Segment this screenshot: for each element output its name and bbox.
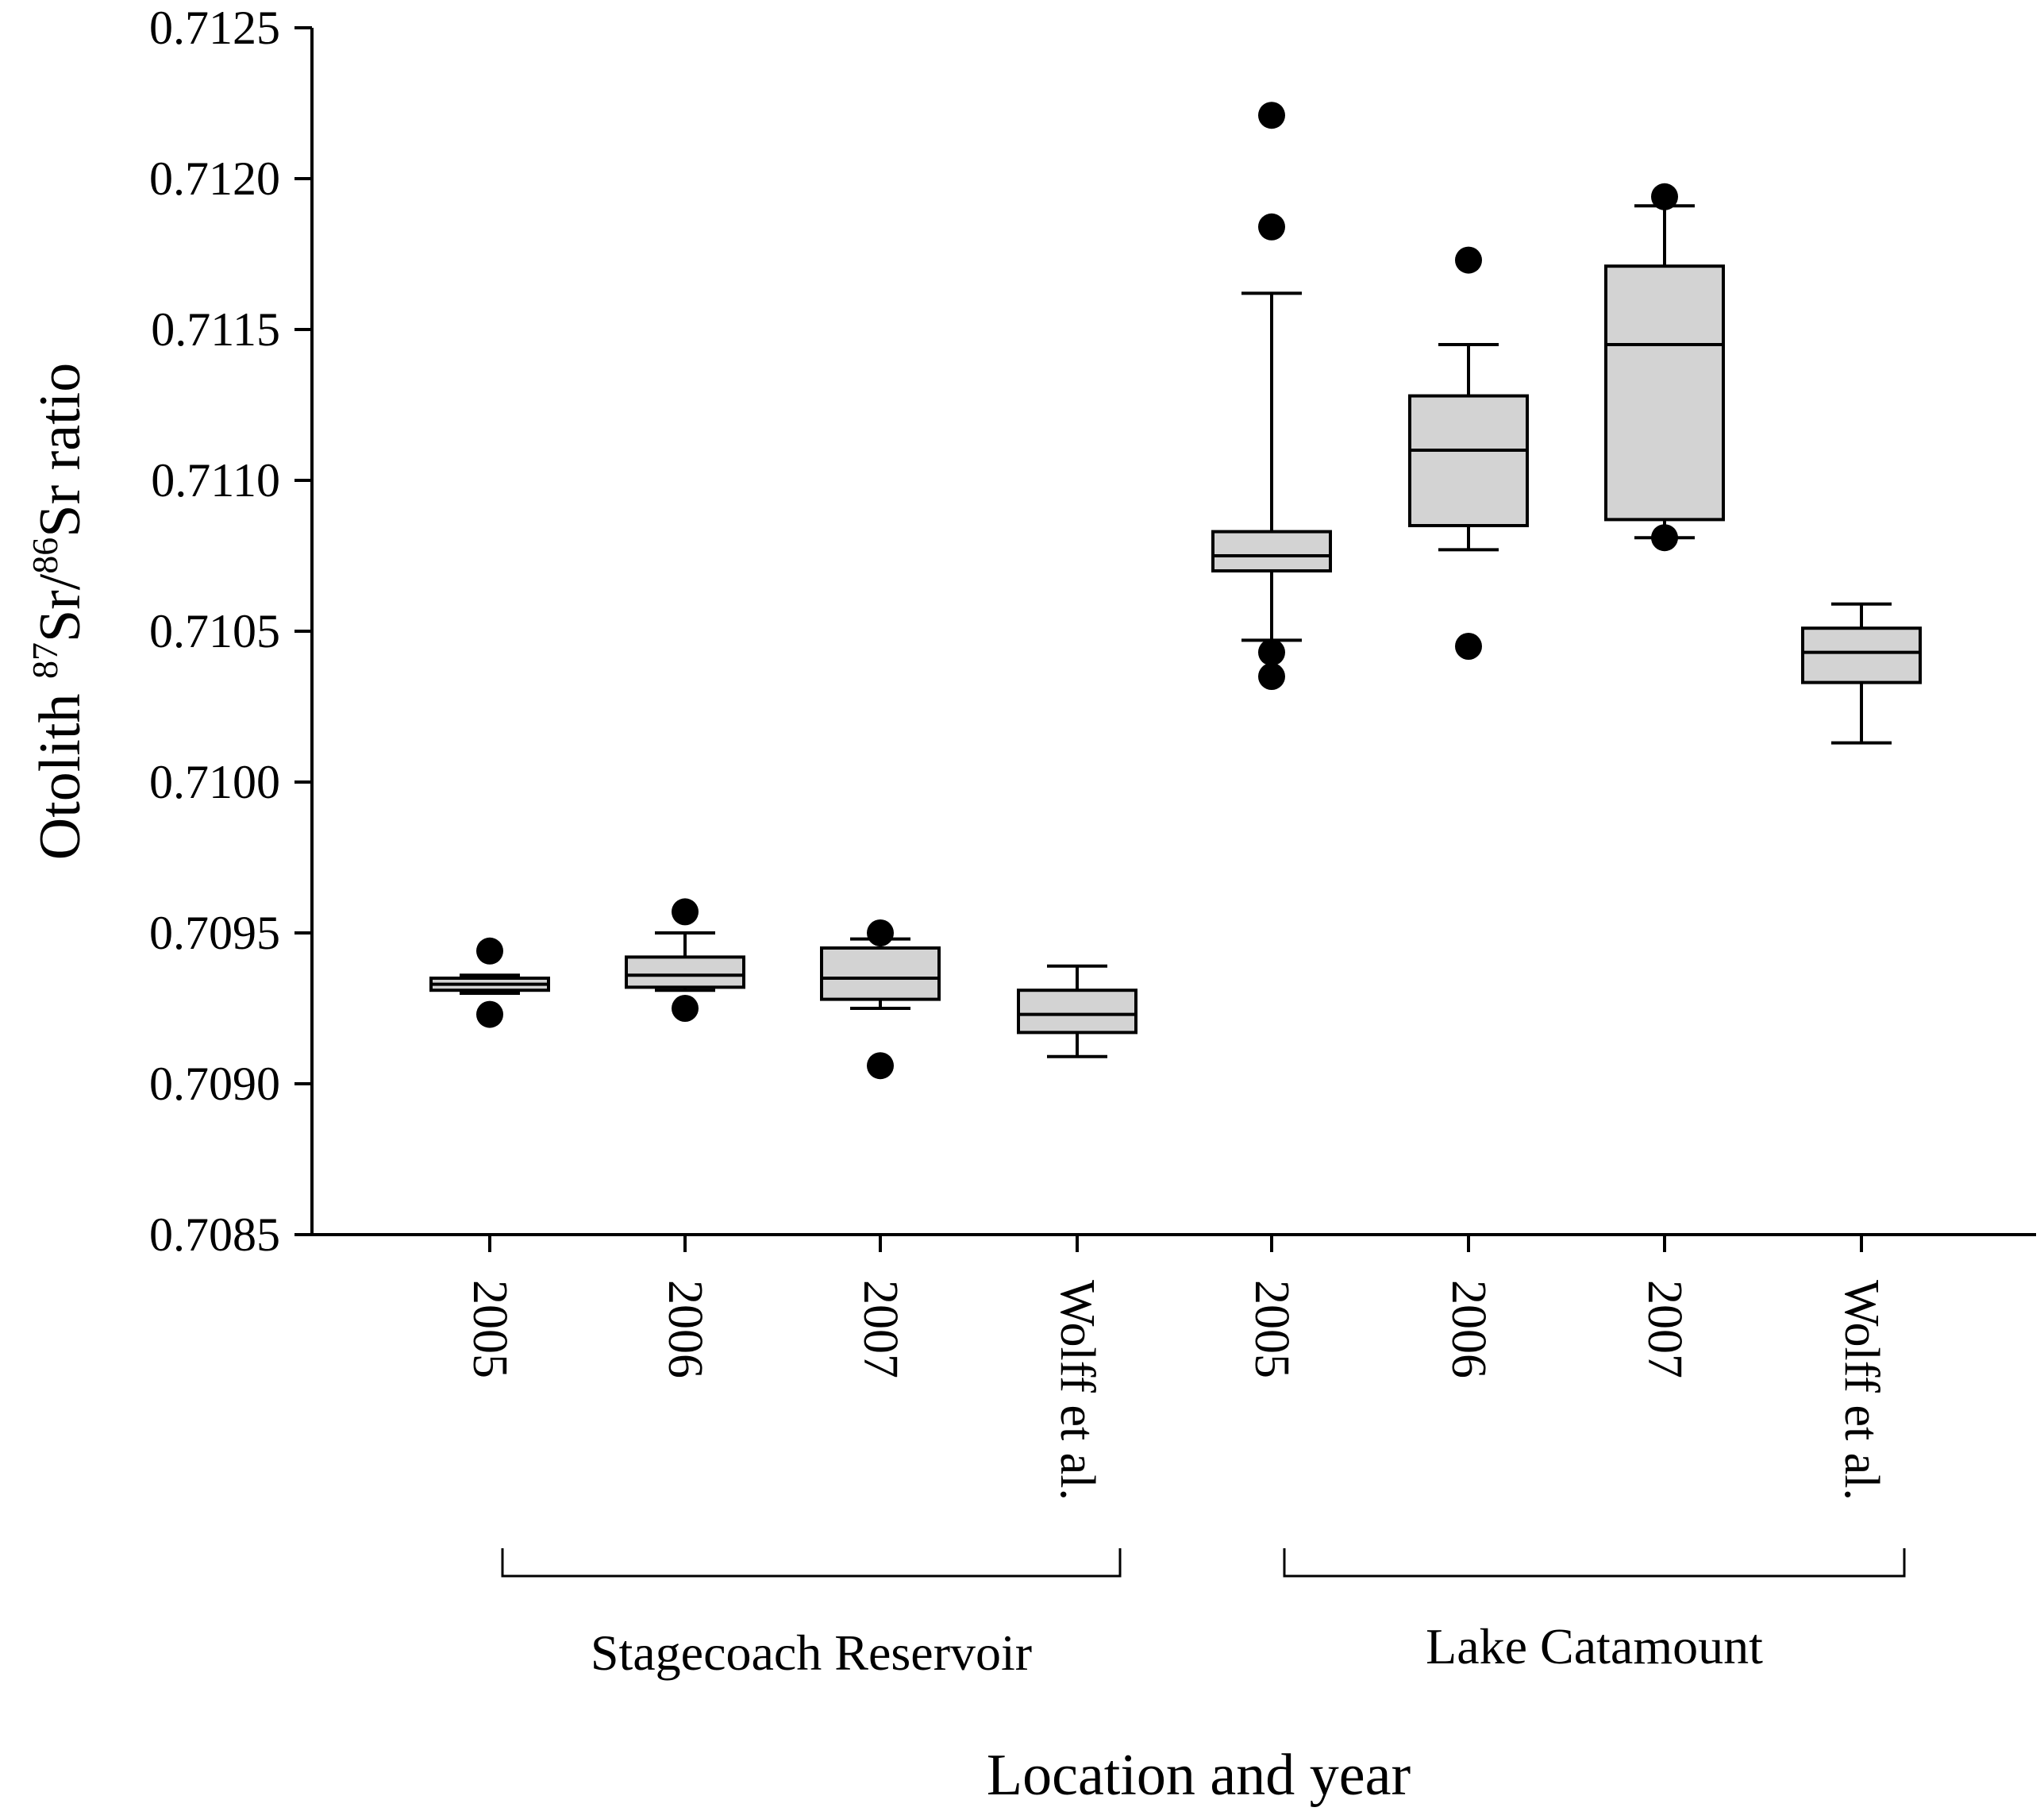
outlier-point — [867, 919, 894, 946]
y-tick-label: 0.7105 — [149, 605, 280, 657]
box-plot — [1408, 246, 1529, 660]
outlier-point — [1258, 663, 1285, 690]
outlier-point — [1258, 213, 1285, 241]
outlier-point — [867, 1052, 894, 1080]
category-label: Wolff et al. — [1050, 1280, 1104, 1501]
iqr-box — [1604, 264, 1725, 522]
y-tick-label: 0.7085 — [149, 1208, 280, 1261]
y-title-prefix: Otolith — [28, 679, 93, 860]
y-axis-title: Otolith 87Sr/86Sr ratio — [25, 363, 93, 860]
outlier-point — [1651, 524, 1678, 552]
x-axis-ticks — [488, 1235, 1863, 1252]
group-brackets: Stagecoach Reservoir Lake Catamount — [501, 1548, 1906, 1681]
y-tick-label: 0.7100 — [149, 756, 280, 808]
iqr-box — [625, 955, 745, 989]
outlier-point — [672, 898, 699, 926]
box-plot — [1604, 183, 1725, 552]
outlier-point — [672, 995, 699, 1022]
box-plot — [429, 937, 550, 1028]
category-label: 2007 — [853, 1280, 907, 1378]
iqr-box — [1408, 394, 1529, 527]
outlier-point — [1455, 246, 1482, 274]
outlier-point — [1651, 183, 1678, 210]
box-plot — [1801, 602, 1922, 745]
box-plot — [1017, 964, 1137, 1058]
category-label: 2007 — [1638, 1280, 1692, 1378]
group-bracket: Lake Catamount — [1283, 1548, 1906, 1674]
box-series — [429, 102, 1922, 1080]
iqr-box — [1211, 530, 1332, 572]
y-tick-label: 0.7110 — [151, 454, 280, 507]
bracket-line — [1283, 1548, 1906, 1578]
box-plot — [1211, 102, 1332, 690]
outlier-point — [476, 1000, 503, 1028]
outlier-point — [1258, 102, 1285, 129]
iqr-box — [820, 946, 941, 1001]
group-label: Lake Catamount — [1426, 1618, 1763, 1674]
category-label: Wolff et al. — [1834, 1280, 1888, 1501]
group-bracket: Stagecoach Reservoir — [501, 1548, 1122, 1681]
category-label: 2005 — [1245, 1280, 1299, 1378]
category-labels: 2005 2006 2007 Wolff et al. 2005 2006 2007 Wolf… — [463, 1280, 1888, 1501]
iqr-box — [1017, 989, 1137, 1035]
category-label: 2006 — [1442, 1280, 1495, 1378]
bracket-line — [501, 1548, 1122, 1578]
category-label: 2006 — [658, 1280, 712, 1378]
y-axis-ticks: 0.7085 0.7090 0.7095 0.7100 0.7105 0.7110 0.71… — [149, 2, 312, 1261]
y-tick-label: 0.7115 — [151, 303, 280, 356]
y-tick-label: 0.7120 — [149, 152, 280, 205]
box-plot — [625, 898, 745, 1022]
x-axis-title: Location and year — [987, 1743, 1411, 1808]
y-title-sup-86: 86 — [25, 538, 65, 574]
y-title-suffix: Sr ratio — [28, 363, 93, 538]
group-label: Stagecoach Reservoir — [591, 1624, 1032, 1681]
y-tick-label: 0.7090 — [149, 1058, 280, 1110]
box-plot — [820, 919, 941, 1080]
y-title-sr: Sr/ — [28, 573, 93, 642]
outlier-point — [476, 937, 503, 965]
outlier-point — [1258, 638, 1285, 666]
category-label: 2005 — [463, 1280, 517, 1378]
iqr-box — [1801, 626, 1922, 684]
y-tick-label: 0.7125 — [149, 2, 280, 54]
outlier-point — [1455, 633, 1482, 660]
y-tick-label: 0.7095 — [149, 907, 280, 959]
axes — [310, 28, 2036, 1236]
y-title-sup-87: 87 — [25, 642, 65, 679]
